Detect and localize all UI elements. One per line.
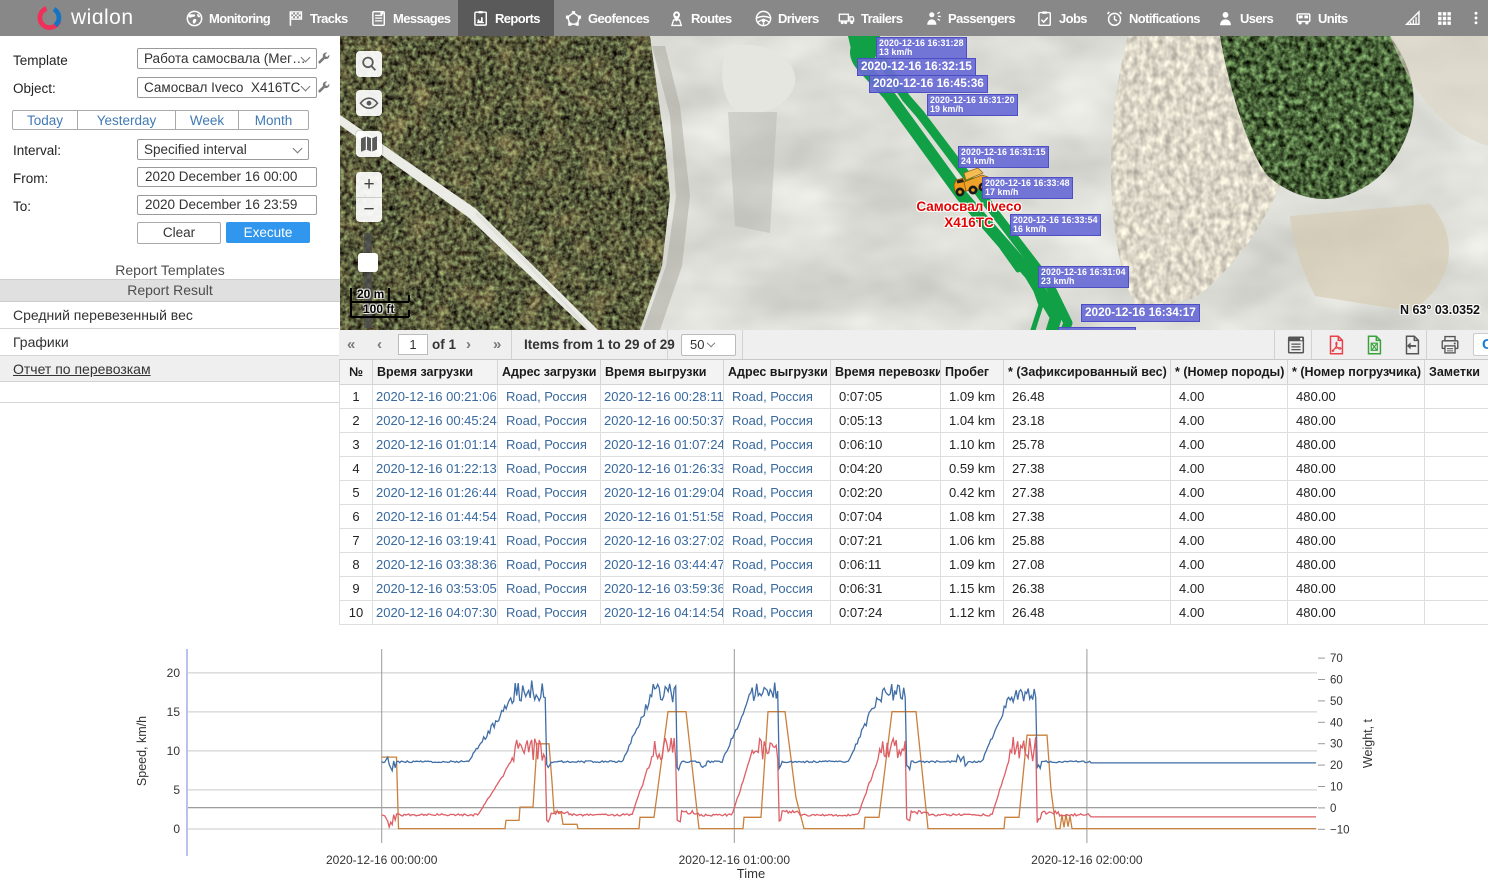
svg-text:2020-12-16 01:00:00: 2020-12-16 01:00:00 xyxy=(679,853,791,867)
svg-text:30: 30 xyxy=(1330,739,1343,751)
svg-text:20: 20 xyxy=(1330,760,1343,772)
svg-text:10: 10 xyxy=(167,744,181,758)
svg-text:0: 0 xyxy=(173,822,180,836)
svg-text:15: 15 xyxy=(167,705,181,719)
svg-text:70: 70 xyxy=(1330,653,1343,665)
svg-text:10: 10 xyxy=(1330,782,1343,794)
svg-text:Weight, t: Weight, t xyxy=(1361,718,1375,768)
svg-text:Time: Time xyxy=(737,866,765,881)
svg-text:40: 40 xyxy=(1330,717,1343,729)
svg-text:2020-12-16 02:00:00: 2020-12-16 02:00:00 xyxy=(1031,853,1143,867)
svg-text:60: 60 xyxy=(1330,675,1343,687)
svg-text:5: 5 xyxy=(173,783,180,797)
svg-text:50: 50 xyxy=(1330,696,1343,708)
svg-text:2020-12-16 00:00:00: 2020-12-16 00:00:00 xyxy=(326,853,438,867)
svg-text:Speed, km/h: Speed, km/h xyxy=(135,716,149,786)
svg-text:20: 20 xyxy=(167,666,181,680)
svg-text:−10: −10 xyxy=(1330,824,1350,836)
svg-text:0: 0 xyxy=(1330,803,1336,815)
